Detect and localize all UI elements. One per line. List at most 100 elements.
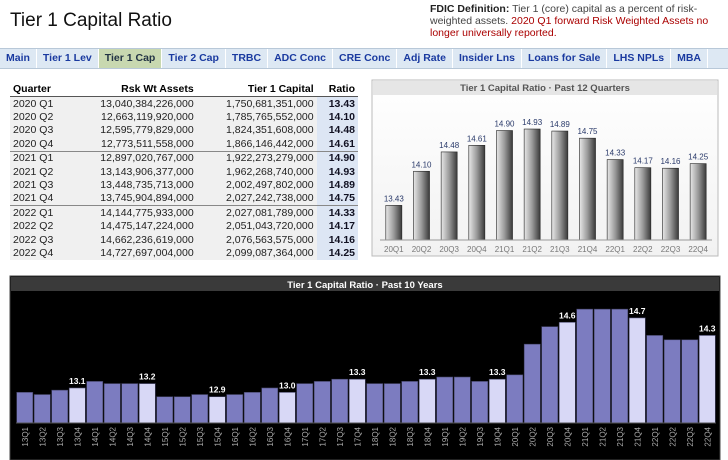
table-cell: 2,027,242,738,000 xyxy=(196,191,317,206)
bar xyxy=(579,137,596,241)
table-cell: 2021 Q3 xyxy=(10,178,70,192)
x-tick-label: 18Q4 xyxy=(423,426,432,446)
bar xyxy=(208,396,226,424)
column-header: Tier 1 Capital xyxy=(196,82,317,97)
table-row: 2020 Q1 13,040,384,226,000 1,750,681,351,0… xyxy=(10,96,358,111)
nav-tab[interactable]: MBA xyxy=(671,49,709,68)
value-label: 13.43 xyxy=(384,194,405,203)
bar xyxy=(261,387,279,424)
table-row: 2022 Q3 14,662,236,619,000 2,076,563,575,0… xyxy=(10,232,358,247)
x-tick-label: 13Q3 xyxy=(56,426,65,446)
x-tick-label: 18Q3 xyxy=(406,426,415,446)
column-header: Quarter xyxy=(10,82,70,97)
table-cell: 2,027,081,789,000 xyxy=(196,205,317,220)
x-tick-label: 13Q2 xyxy=(38,426,47,446)
nav-tab[interactable]: Main xyxy=(0,49,37,68)
table-cell: 14.16 xyxy=(316,232,358,247)
value-label: 14.3 xyxy=(699,323,716,333)
value-label: 14.89 xyxy=(550,120,571,129)
table-cell: 14,475,147,224,000 xyxy=(69,219,197,233)
x-tick-label: 17Q2 xyxy=(318,426,327,446)
x-tick-label: 22Q4 xyxy=(688,245,708,254)
value-label: 14.90 xyxy=(494,120,515,129)
x-tick-label: 20Q3 xyxy=(439,245,459,254)
bar xyxy=(611,308,629,424)
x-tick-label: 18Q2 xyxy=(388,426,397,446)
table-cell: 13.43 xyxy=(316,96,358,111)
table-cell: 2022 Q3 xyxy=(10,232,70,247)
x-tick-label: 19Q3 xyxy=(476,426,485,446)
bar xyxy=(436,376,454,424)
value-label: 14.6 xyxy=(559,310,576,320)
x-tick-label: 15Q2 xyxy=(178,426,187,446)
nav-tab[interactable]: Loans for Sale xyxy=(522,49,608,68)
table-row: 2021 Q3 13,448,735,713,000 2,002,497,802,0… xyxy=(10,178,358,192)
x-tick-label: 21Q4 xyxy=(578,245,598,254)
chart-title-bar xyxy=(373,81,717,95)
bar xyxy=(558,321,576,424)
nav-tab[interactable]: TRBC xyxy=(226,49,269,68)
chart-title-bar xyxy=(11,277,719,291)
nav-tab[interactable]: ADC Conc xyxy=(268,49,334,68)
bar xyxy=(663,339,681,424)
x-tick-label: 16Q4 xyxy=(283,426,292,446)
table-cell: 2,099,087,364,000 xyxy=(196,246,317,260)
bar xyxy=(646,335,664,424)
x-tick-label: 21Q1 xyxy=(495,245,515,254)
chart-title: Tier 1 Capital Ratio · Past 12 Quarters xyxy=(460,83,630,94)
nav-tab[interactable]: Adj Rate xyxy=(397,49,453,68)
nav-tab[interactable]: Tier 1 Lev xyxy=(37,49,99,68)
table-cell: 2,051,043,720,000 xyxy=(196,219,317,233)
bar xyxy=(86,381,104,424)
x-tick-label: 22Q1 xyxy=(651,426,660,446)
table-row: 2020 Q2 12,663,119,920,000 1,785,765,552,0… xyxy=(10,110,358,124)
table-row: 2022 Q2 14,475,147,224,000 2,051,043,720,0… xyxy=(10,219,358,233)
bar xyxy=(541,326,559,424)
x-tick-label: 22Q2 xyxy=(668,426,677,446)
value-label: 14.17 xyxy=(633,157,654,166)
nav-tab[interactable]: Tier 2 Cap xyxy=(162,49,226,68)
table-cell: 14.25 xyxy=(316,246,358,260)
value-label: 14.75 xyxy=(577,127,598,136)
value-label: 14.10 xyxy=(411,160,432,169)
bar xyxy=(576,308,594,424)
nav-tab[interactable]: CRE Conc xyxy=(333,49,398,68)
bar xyxy=(191,394,209,424)
bar xyxy=(243,392,261,424)
bar xyxy=(453,376,471,424)
column-header: Rsk Wt Assets xyxy=(69,82,197,97)
nav-tab[interactable]: LHS NPLs xyxy=(607,49,672,68)
x-tick-label: 21Q3 xyxy=(616,426,625,446)
nav-tab[interactable]: Insider Lns xyxy=(453,49,522,68)
table-cell: 14,727,697,004,000 xyxy=(69,246,197,260)
bar xyxy=(348,378,366,424)
x-tick-label: 20Q3 xyxy=(546,426,555,446)
value-label: 14.48 xyxy=(439,141,460,150)
x-tick-label: 15Q1 xyxy=(161,426,170,446)
bar xyxy=(121,383,139,424)
bar xyxy=(523,128,541,241)
table-cell: 2,076,563,575,000 xyxy=(196,232,317,247)
bar xyxy=(296,383,314,424)
value-label: 14.25 xyxy=(688,153,709,162)
x-tick-label: 17Q4 xyxy=(353,426,362,446)
x-tick-label: 15Q4 xyxy=(213,426,222,446)
x-tick-label: 19Q4 xyxy=(493,426,502,446)
table-cell: 2,002,497,802,000 xyxy=(196,178,317,192)
bar xyxy=(138,383,156,424)
table-cell: 12,773,511,558,000 xyxy=(69,137,197,152)
table-cell: 14.75 xyxy=(316,191,358,206)
x-tick-label: 20Q4 xyxy=(563,426,572,446)
bar xyxy=(440,151,458,241)
bar xyxy=(401,381,419,424)
bar xyxy=(16,392,34,424)
bar xyxy=(173,396,191,424)
bar xyxy=(331,378,349,424)
table-body: 2020 Q1 13,040,384,226,000 1,750,681,351,0… xyxy=(10,96,358,260)
table-row: 2020 Q4 12,773,511,558,000 1,866,146,442,0… xyxy=(10,137,358,152)
bar xyxy=(156,396,174,424)
value-label: 14.93 xyxy=(522,118,543,127)
value-label: 14.7 xyxy=(629,306,646,316)
nav-tab[interactable]: Tier 1 Cap xyxy=(98,49,163,68)
